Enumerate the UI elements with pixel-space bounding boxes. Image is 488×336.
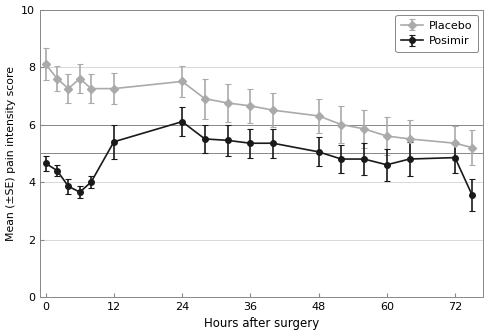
Y-axis label: Mean (±SE) pain intensity score: Mean (±SE) pain intensity score xyxy=(5,66,16,241)
X-axis label: Hours after surgery: Hours after surgery xyxy=(203,318,319,330)
Legend: Placebo, Posimir: Placebo, Posimir xyxy=(395,15,477,52)
